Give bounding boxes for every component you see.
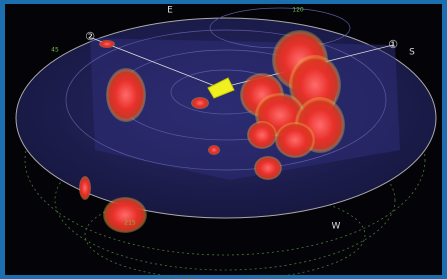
marker-label: ① [388, 38, 398, 51]
range-label: 215 [124, 220, 136, 227]
radar-view: E S W 120 45 215 ② ① [0, 0, 447, 279]
page: E S W 120 45 215 ② ① (() => { const data… [0, 0, 447, 279]
compass-label: E [167, 6, 173, 16]
compass-label: W [332, 222, 341, 232]
compass-label: S [409, 48, 415, 58]
marker-label: ② [85, 30, 95, 43]
range-label: 45 [51, 47, 59, 54]
range-label: 120 [292, 7, 304, 14]
